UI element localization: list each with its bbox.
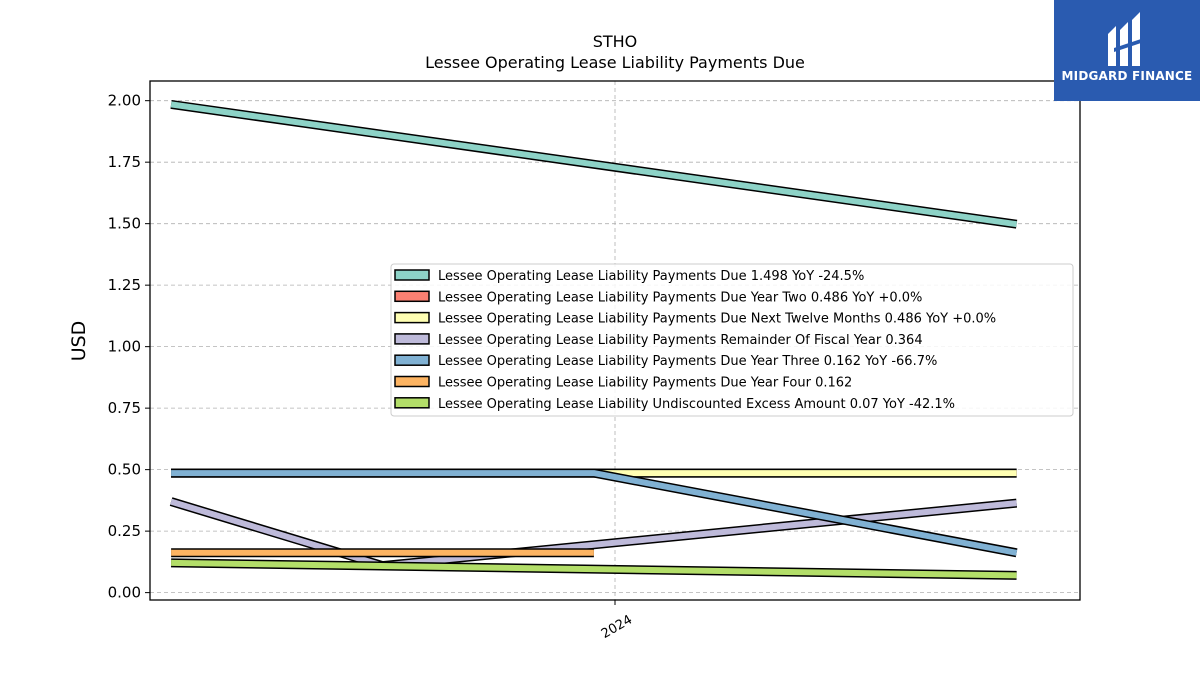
legend-swatch-0	[394, 269, 430, 281]
series-line-0	[170, 101, 1018, 228]
legend: Lessee Operating Lease Liability Payment…	[390, 263, 1074, 417]
legend-label-6: Lessee Operating Lease Liability Undisco…	[438, 397, 955, 412]
midgard-logo-icon	[1108, 12, 1144, 66]
series-line-6	[171, 559, 1017, 579]
y-axis-label: USD	[68, 321, 90, 362]
legend-box	[390, 263, 1074, 417]
series-group	[169, 99, 1018, 580]
legend-swatch-6	[394, 397, 430, 409]
y-tick-label: 2.00	[108, 92, 141, 110]
y-tick-label: 0.00	[108, 584, 141, 602]
y-tick-label: 0.50	[108, 461, 141, 479]
x-tick-label: 2024	[599, 612, 635, 642]
legend-label-3: Lessee Operating Lease Liability Payment…	[438, 333, 923, 348]
y-tick-label: 1.25	[108, 276, 141, 294]
legend-swatch-1	[394, 290, 430, 303]
legend-label-5: Lessee Operating Lease Liability Payment…	[438, 376, 852, 391]
x-axis: 2024	[599, 600, 635, 642]
legend-label-1: Lessee Operating Lease Liability Payment…	[438, 290, 922, 305]
y-tick-label: 1.50	[108, 215, 141, 233]
chart-title: STHO	[593, 32, 638, 51]
brand-logo: MIDGARD FINANCE	[1054, 0, 1200, 101]
logo-text: MIDGARD FINANCE	[1061, 69, 1193, 83]
legend-swatch-2	[394, 311, 430, 324]
y-axis: 0.00 0.25 0.50 0.75 1.00 1.25 1.50 1.75 2.00	[108, 92, 150, 602]
y-tick-label: 0.25	[108, 522, 141, 540]
y-tick-label: 1.00	[108, 338, 141, 356]
legend-label-2: Lessee Operating Lease Liability Payment…	[438, 312, 996, 327]
legend-swatch-4	[394, 354, 430, 366]
legend-swatch-5	[394, 375, 430, 388]
legend-label-4: Lessee Operating Lease Liability Payment…	[438, 354, 937, 369]
legend-swatch-3	[394, 333, 430, 345]
y-tick-label: 1.75	[108, 153, 141, 171]
legend-label-0: Lessee Operating Lease Liability Payment…	[438, 269, 864, 284]
chart-subtitle: Lessee Operating Lease Liability Payment…	[425, 53, 805, 72]
y-tick-label: 0.75	[108, 399, 141, 417]
series-line-4	[171, 470, 1018, 556]
